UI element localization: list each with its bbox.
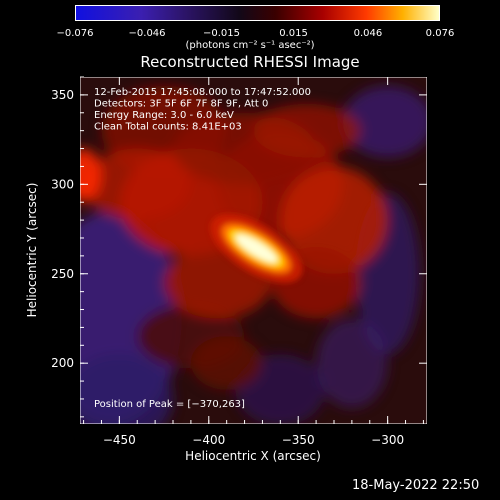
colorbar-tick-label: −0.076 <box>56 28 94 39</box>
y-tick-label: 350 <box>51 88 74 102</box>
colorbar-units: (photons cm⁻² s⁻¹ asec⁻²) <box>185 40 315 51</box>
x-axis-label: Heliocentric X (arcsec) <box>185 449 321 463</box>
y-tick-label: 250 <box>51 267 74 281</box>
intensity-field <box>80 85 427 424</box>
y-tick-label: 300 <box>51 177 74 191</box>
intensity-blob <box>253 103 361 158</box>
x-tick-label: −350 <box>282 433 315 447</box>
annotation-line: Energy Range: 3.0 - 6.0 keV <box>94 110 234 121</box>
colorbar-tick-label: −0.015 <box>202 28 240 39</box>
annotation-line: Detectors: 3F 5F 6F 7F 8F 9F, Att 0 <box>94 99 268 110</box>
chart-title: Reconstructed RHESSI Image <box>140 53 360 71</box>
intensity-blob <box>280 166 388 274</box>
colorbar-tick-label: 0.015 <box>279 28 308 39</box>
colorbar-tick-label: −0.046 <box>128 28 166 39</box>
colorbar <box>75 5 440 21</box>
y-tick-label: 200 <box>51 356 74 370</box>
annotation-line: Clean Total counts: 8.41E+03 <box>94 122 242 133</box>
footer-date: 18-May-2022 22:50 <box>352 478 480 493</box>
intensity-blob <box>80 148 102 203</box>
peak-position-label: Position of Peak = [−370,263] <box>94 399 245 410</box>
source-peak <box>210 214 303 283</box>
x-tick-label: −300 <box>371 433 404 447</box>
y-axis-label: Heliocentric Y (arcsec) <box>25 183 39 318</box>
source-core <box>235 234 278 263</box>
x-tick-label: −450 <box>103 433 136 447</box>
x-tick-label: −400 <box>192 433 225 447</box>
annotation-line: 12-Feb-2015 17:45:08.000 to 17:47:52.000 <box>94 87 311 98</box>
annotation-block: 12-Feb-2015 17:45:08.000 to 17:47:52.000… <box>94 87 311 133</box>
colorbar-tick-label: 0.076 <box>425 28 455 39</box>
colorbar-tick-label: 0.046 <box>353 28 383 39</box>
intensity-blob <box>342 85 427 158</box>
heatmap-plot: 12-Feb-2015 17:45:08.000 to 17:47:52.000… <box>80 77 427 424</box>
intensity-blob <box>190 336 263 391</box>
intensity-blob <box>316 318 388 408</box>
intensity-blob <box>80 354 173 424</box>
